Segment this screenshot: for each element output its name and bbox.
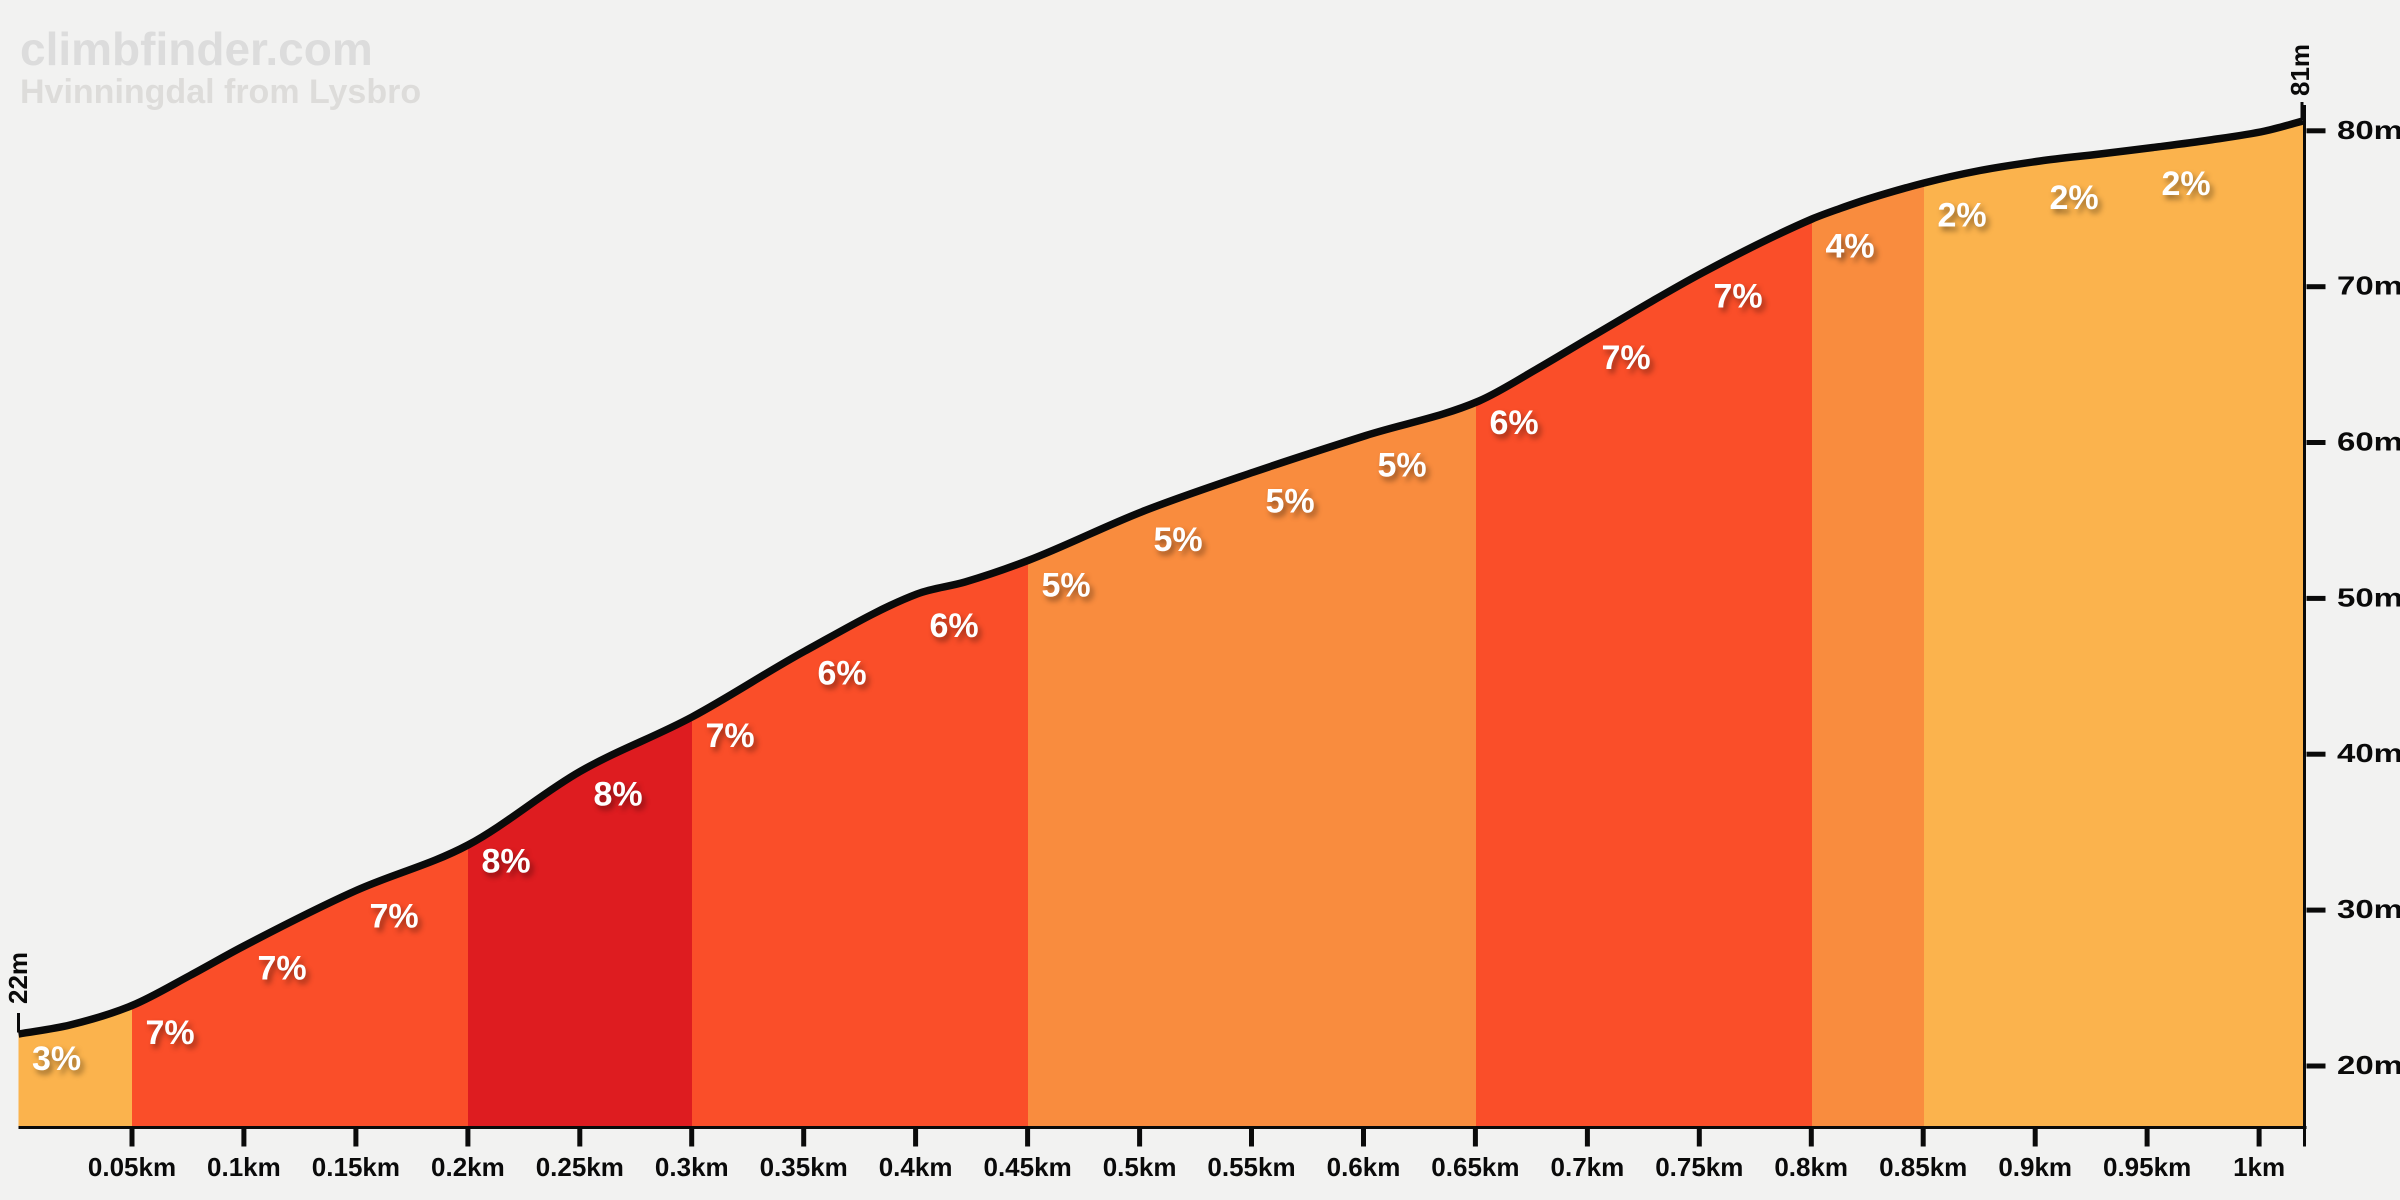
svg-text:0.45km: 0.45km xyxy=(984,1152,1072,1182)
svg-text:Hvinningdal from Lysbro: Hvinningdal from Lysbro xyxy=(20,73,421,111)
svg-text:60m: 60m xyxy=(2337,427,2400,457)
svg-text:30m: 30m xyxy=(2337,894,2400,924)
svg-text:0.9km: 0.9km xyxy=(1998,1152,2072,1182)
svg-text:5%: 5% xyxy=(1266,482,1315,520)
svg-text:0.35km: 0.35km xyxy=(760,1152,848,1182)
svg-text:40m: 40m xyxy=(2337,738,2400,768)
svg-text:2%: 2% xyxy=(2162,165,2211,203)
svg-text:20m: 20m xyxy=(2337,1050,2400,1080)
svg-text:6%: 6% xyxy=(1490,404,1539,442)
svg-text:0.3km: 0.3km xyxy=(655,1152,729,1182)
svg-text:0.6km: 0.6km xyxy=(1327,1152,1401,1182)
svg-text:0.2km: 0.2km xyxy=(431,1152,505,1182)
svg-text:0.4km: 0.4km xyxy=(879,1152,953,1182)
svg-text:5%: 5% xyxy=(1378,447,1427,485)
svg-text:22m: 22m xyxy=(3,952,33,1004)
svg-text:0.05km: 0.05km xyxy=(88,1152,176,1182)
svg-text:5%: 5% xyxy=(1042,566,1091,604)
svg-text:0.1km: 0.1km xyxy=(207,1152,281,1182)
svg-text:0.25km: 0.25km xyxy=(536,1152,624,1182)
svg-text:climbfinder.com: climbfinder.com xyxy=(20,23,373,75)
svg-text:8%: 8% xyxy=(594,775,643,813)
svg-text:7%: 7% xyxy=(1714,278,1763,316)
svg-text:0.15km: 0.15km xyxy=(312,1152,400,1182)
svg-text:0.85km: 0.85km xyxy=(1879,1152,1967,1182)
svg-text:2%: 2% xyxy=(2050,179,2099,217)
svg-text:7%: 7% xyxy=(1602,339,1651,377)
svg-text:5%: 5% xyxy=(1154,521,1203,559)
svg-text:50m: 50m xyxy=(2337,582,2400,612)
svg-text:0.65km: 0.65km xyxy=(1431,1152,1519,1182)
svg-text:0.95km: 0.95km xyxy=(2103,1152,2191,1182)
svg-text:6%: 6% xyxy=(930,607,979,645)
svg-text:0.55km: 0.55km xyxy=(1207,1152,1295,1182)
svg-text:7%: 7% xyxy=(258,949,307,987)
svg-text:2%: 2% xyxy=(1938,197,1987,235)
svg-text:70m: 70m xyxy=(2337,271,2400,301)
svg-text:8%: 8% xyxy=(482,842,531,880)
svg-text:6%: 6% xyxy=(818,654,867,692)
svg-text:1km: 1km xyxy=(2233,1152,2285,1182)
svg-text:81m: 81m xyxy=(2285,44,2315,96)
svg-text:7%: 7% xyxy=(370,897,419,935)
svg-text:80m: 80m xyxy=(2337,115,2400,145)
svg-text:4%: 4% xyxy=(1826,227,1875,265)
svg-text:0.75km: 0.75km xyxy=(1655,1152,1743,1182)
svg-text:7%: 7% xyxy=(146,1014,195,1052)
svg-text:0.8km: 0.8km xyxy=(1774,1152,1848,1182)
svg-text:0.5km: 0.5km xyxy=(1103,1152,1177,1182)
svg-text:7%: 7% xyxy=(706,717,755,755)
svg-text:3%: 3% xyxy=(32,1040,81,1078)
svg-text:0.7km: 0.7km xyxy=(1551,1152,1625,1182)
